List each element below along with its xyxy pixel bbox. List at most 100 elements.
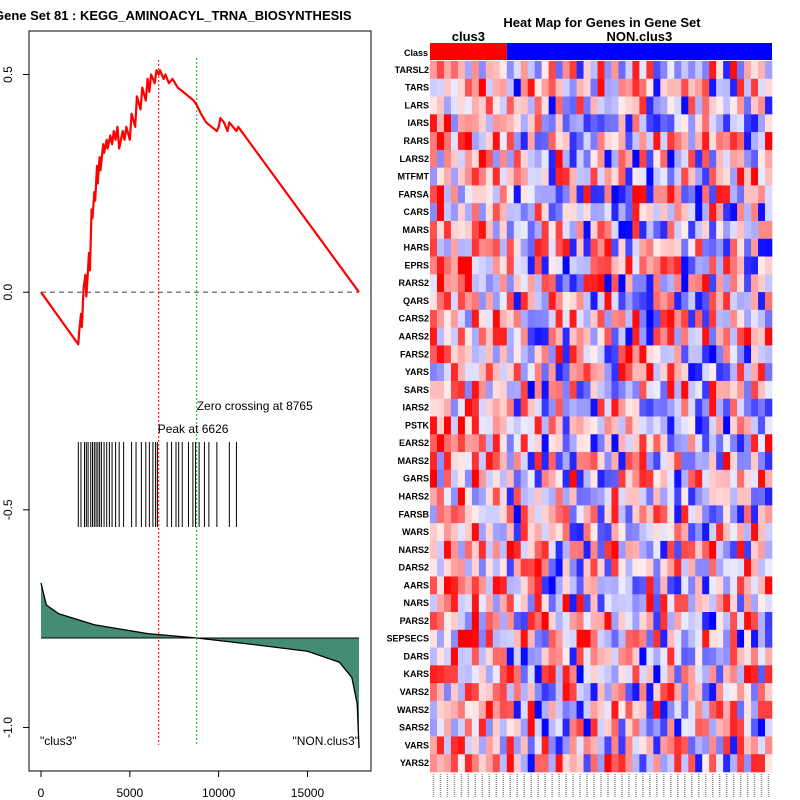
heatmap-cell	[471, 487, 480, 506]
heatmap-cell	[730, 612, 738, 631]
heatmap-cell	[674, 132, 682, 151]
heatmap-cell	[443, 256, 452, 275]
heatmap-cell	[723, 185, 731, 204]
heatmap-cell	[646, 487, 654, 506]
heatmap-cell	[716, 61, 724, 80]
heatmap-cell	[639, 683, 647, 702]
heatmap-cell	[604, 505, 612, 524]
heatmap-cell	[632, 167, 640, 186]
heatmap-cell	[716, 505, 724, 524]
heatmap-cell	[681, 629, 689, 648]
heatmap-cell	[625, 629, 633, 648]
heatmap-cell	[653, 594, 661, 613]
heatmap-cell	[765, 487, 773, 506]
heatmap-cell	[541, 167, 549, 186]
heatmap-cell	[723, 612, 731, 631]
heatmap-cell	[695, 452, 703, 471]
heatmap-cell	[625, 380, 633, 400]
heatmap-cell	[625, 452, 633, 471]
heatmap-cell	[646, 327, 654, 346]
y-tick-label: 0.0	[1, 284, 15, 301]
heatmap-cell	[548, 345, 556, 364]
heatmap-cell	[590, 647, 598, 666]
heatmap-cell	[576, 238, 584, 257]
heatmap-cell	[478, 434, 487, 453]
heatmap-cell	[751, 167, 759, 186]
heatmap-cell	[632, 185, 640, 204]
gene-label: CARS	[403, 207, 429, 217]
heatmap-cell	[499, 327, 508, 346]
heatmap-cell	[604, 114, 612, 133]
heatmap-cell	[457, 540, 466, 559]
heatmap-cell	[506, 612, 515, 631]
heatmap-cell	[450, 523, 459, 542]
heatmap-cell	[555, 469, 563, 488]
heatmap-cell	[702, 132, 710, 151]
heatmap-cell	[576, 736, 584, 755]
heatmap-cell	[520, 78, 529, 97]
heatmap-cell	[702, 345, 710, 364]
heatmap-cell	[583, 434, 591, 453]
heatmap-cell	[681, 256, 689, 275]
heatmap-cell	[464, 665, 473, 684]
heatmap-cell	[450, 167, 459, 186]
heatmap-cell	[695, 736, 703, 755]
heatmap-cell	[653, 167, 661, 186]
heatmap-cell	[513, 505, 522, 524]
heatmap-cell	[611, 523, 619, 542]
heatmap-cell	[443, 469, 452, 488]
heatmap-cell	[625, 363, 633, 382]
heatmap-cell	[618, 576, 626, 595]
heatmap-cell	[688, 256, 696, 275]
heatmap-cell	[660, 256, 668, 275]
heatmap-cell	[604, 78, 612, 97]
heatmap-cell	[709, 292, 717, 311]
heatmap-cell	[709, 594, 717, 613]
heatmap-cell	[569, 665, 577, 684]
heatmap-cell	[443, 540, 452, 559]
heatmap-cell	[632, 96, 640, 115]
heatmap-cell	[597, 523, 605, 542]
heatmap-cell	[604, 274, 612, 293]
heatmap-cell	[751, 487, 759, 506]
heatmap-cell	[478, 274, 487, 293]
heatmap-cell	[695, 132, 703, 151]
heatmap-cell	[555, 78, 563, 97]
heatmap-cell	[520, 612, 529, 631]
heatmap-cell	[562, 309, 570, 328]
heatmap-cell	[583, 220, 591, 240]
heatmap-cell	[667, 274, 675, 293]
heatmap-cell	[618, 665, 626, 684]
heatmap-cell	[618, 487, 626, 506]
heatmap-cell	[450, 149, 459, 168]
heatmap-cell	[660, 203, 668, 222]
gene-label: TARSL2	[395, 65, 429, 75]
heatmap-cell	[765, 523, 773, 542]
heatmap-cell	[569, 114, 577, 133]
heatmap-cell	[737, 576, 745, 595]
heatmap-cell	[765, 309, 773, 328]
heatmap-cell	[660, 523, 668, 542]
heatmap-cell	[478, 647, 487, 666]
heatmap-cell	[639, 647, 647, 666]
heatmap-cell	[744, 576, 752, 595]
heatmap-cell	[548, 416, 556, 435]
heatmap-cell	[674, 114, 682, 133]
heatmap-cell	[443, 629, 452, 648]
heatmap-cell	[478, 380, 487, 400]
heatmap-cell	[702, 683, 710, 702]
heatmap-cell	[653, 612, 661, 631]
class-bar-segment	[430, 43, 507, 60]
heatmap-cell	[569, 700, 577, 719]
heatmap-cell	[751, 736, 759, 755]
heatmap-cell	[527, 345, 535, 364]
heatmap-cell	[625, 434, 633, 453]
heatmap-cell	[499, 167, 508, 186]
heatmap-cell	[569, 327, 577, 346]
gene-label: FARS2	[400, 349, 429, 359]
heatmap-cell	[618, 149, 626, 168]
heatmap-cell	[457, 78, 466, 97]
heatmap-cell	[597, 416, 605, 435]
heatmap-cell	[618, 505, 626, 524]
heatmap-cell	[723, 469, 731, 488]
